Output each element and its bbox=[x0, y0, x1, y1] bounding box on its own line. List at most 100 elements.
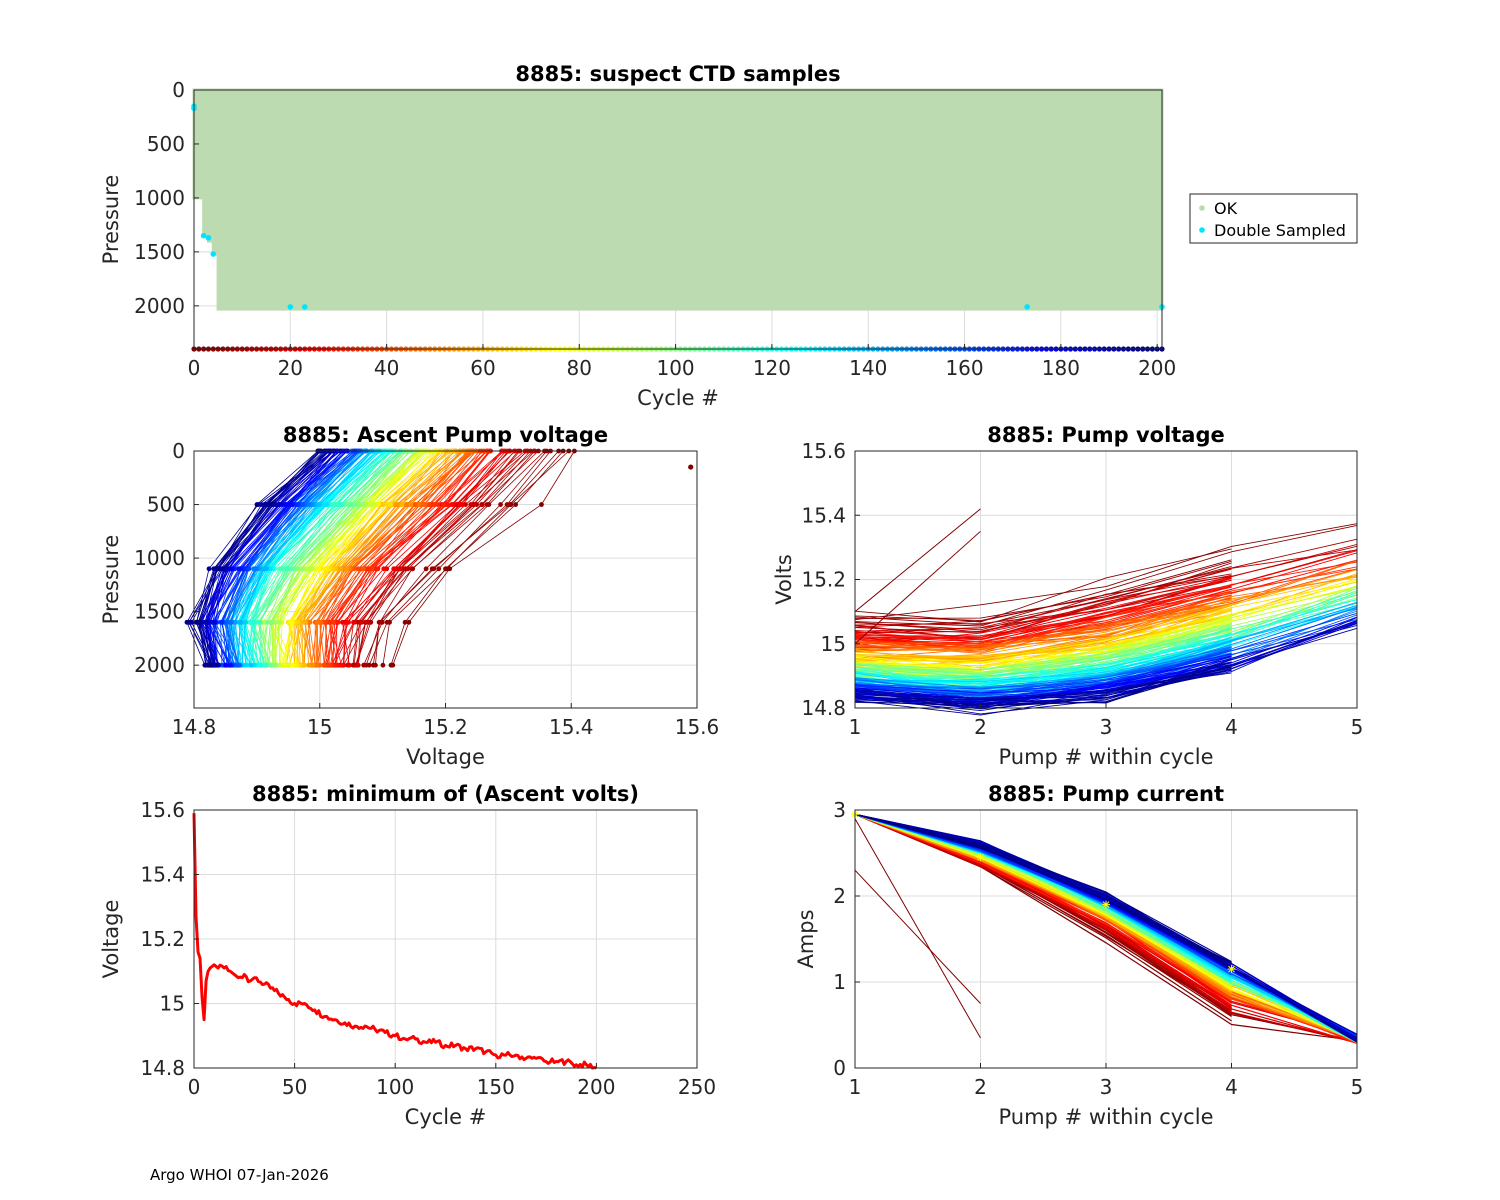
ascent-series-point bbox=[444, 566, 450, 572]
pump-voltage-series-line bbox=[854, 523, 1358, 621]
ascent-series-point bbox=[344, 566, 349, 572]
plot-content bbox=[192, 813, 597, 1070]
ascent-series-point bbox=[223, 619, 229, 625]
plot-content bbox=[854, 508, 1358, 716]
pump-voltage-series-line bbox=[854, 624, 1232, 671]
x-tick-label: 200 bbox=[577, 1075, 615, 1099]
ascent-series-point bbox=[213, 662, 219, 668]
ascent-series-point bbox=[436, 566, 442, 572]
double-sampled-point bbox=[1024, 304, 1030, 310]
y-axis-label: Volts bbox=[772, 554, 796, 605]
ascent-series-point bbox=[449, 502, 455, 507]
ascent-series-point bbox=[444, 502, 450, 507]
ascent-series-point bbox=[310, 502, 315, 507]
ascent-series-point bbox=[339, 662, 344, 668]
ascent-series-point bbox=[288, 619, 294, 625]
pump-voltage-outlier-line bbox=[854, 508, 981, 613]
ascent-series-point bbox=[315, 619, 320, 625]
ascent-series-point bbox=[286, 662, 291, 668]
pump-voltage-series-line bbox=[854, 603, 1232, 650]
ascent-series-point bbox=[302, 662, 307, 668]
pump-voltage-series-line bbox=[854, 581, 1358, 672]
ascent-series-point bbox=[284, 566, 290, 572]
y-tick-label: 14.8 bbox=[801, 696, 846, 720]
ascent-series-point bbox=[388, 502, 393, 507]
ascent-series-point bbox=[432, 502, 437, 507]
ascent-series-point bbox=[252, 566, 258, 572]
ascent-series-point bbox=[348, 502, 353, 507]
y-tick-label: 500 bbox=[147, 493, 185, 517]
ascent-series-point bbox=[219, 619, 225, 625]
pump-voltage-series-line bbox=[854, 579, 1232, 639]
pump-voltage-series-line bbox=[854, 538, 1358, 631]
pump-voltage-series-line bbox=[854, 578, 1232, 646]
ascent-series-point bbox=[335, 619, 341, 625]
legend-ok-marker bbox=[1199, 205, 1205, 211]
pump-voltage-series-line bbox=[854, 560, 1232, 620]
y-tick-label: 0 bbox=[172, 78, 185, 102]
ascent-series-point bbox=[410, 566, 416, 572]
ascent-series-point bbox=[327, 662, 332, 668]
y-tick-label: 500 bbox=[147, 132, 185, 156]
pump-voltage-series-line bbox=[854, 594, 1232, 648]
pump-current-outlier-line bbox=[854, 818, 981, 1039]
y-tick-label: 15.6 bbox=[140, 798, 185, 822]
star-marker bbox=[1227, 965, 1236, 974]
footer-label: Argo WHOI 07-Jan-2026 bbox=[150, 1166, 329, 1184]
x-tick-label: 20 bbox=[278, 356, 303, 380]
x-tick-label: 1 bbox=[849, 715, 862, 739]
ascent-series-point bbox=[351, 662, 357, 668]
x-tick-label: 250 bbox=[678, 1075, 716, 1099]
x-tick-label: 100 bbox=[656, 356, 694, 380]
ascent-series-point bbox=[408, 502, 414, 507]
ascent-series-point bbox=[300, 619, 305, 625]
ascent-series-point bbox=[360, 566, 366, 572]
y-axis-label: Voltage bbox=[99, 900, 123, 979]
x-tick-label: 160 bbox=[945, 356, 983, 380]
ascent-series-point bbox=[273, 619, 279, 625]
x-tick-label: 15 bbox=[307, 715, 332, 739]
y-tick-label: 2000 bbox=[134, 294, 185, 318]
chart-title: 8885: Pump voltage bbox=[987, 423, 1225, 447]
y-axis-label: Amps bbox=[794, 909, 818, 968]
ascent-series-point bbox=[423, 566, 429, 572]
ascent-series-point bbox=[458, 502, 464, 507]
pump-voltage-series-line bbox=[854, 603, 1232, 650]
min-voltage-line bbox=[192, 813, 597, 1070]
x-tick-label: 60 bbox=[470, 356, 495, 380]
ascent-series-point bbox=[184, 619, 190, 625]
ascent-series-point bbox=[380, 502, 386, 507]
ascent-series-point bbox=[328, 502, 334, 507]
chart-title: 8885: Ascent Pump voltage bbox=[283, 423, 608, 447]
ascent-series-point bbox=[402, 619, 408, 625]
x-tick-label: 1 bbox=[849, 1075, 862, 1099]
pump-voltage-series-line bbox=[854, 579, 1232, 626]
y-axis-label: Pressure bbox=[99, 535, 123, 625]
pump-voltage-series-line bbox=[854, 662, 1232, 699]
ascent-series bbox=[195, 448, 321, 668]
pump-current-series-line bbox=[854, 813, 1358, 1042]
pump-current-series-line bbox=[854, 813, 1232, 964]
x-tick-label: 150 bbox=[477, 1075, 515, 1099]
double-sampled-point bbox=[200, 232, 207, 239]
chart-title: 8885: Pump current bbox=[988, 782, 1224, 806]
ascent-series-point bbox=[381, 566, 387, 572]
ascent-series-point bbox=[233, 662, 238, 668]
ascent-series-point bbox=[237, 619, 243, 625]
ascent-series-point bbox=[369, 502, 374, 507]
ascent-series-point bbox=[268, 502, 274, 507]
ascent-series-point bbox=[309, 662, 315, 668]
ascent-series-point bbox=[375, 566, 381, 572]
ascent-series-point bbox=[412, 502, 418, 507]
pump-current-series-line bbox=[854, 813, 1232, 987]
ascent-series-point bbox=[363, 662, 369, 668]
double-sampled-point bbox=[301, 304, 308, 310]
x-tick-label: 2 bbox=[974, 715, 987, 739]
ascent-series-point bbox=[225, 566, 231, 572]
x-tick-label: 15.2 bbox=[423, 715, 468, 739]
axes-frame bbox=[193, 89, 1163, 350]
ascent-series-point bbox=[468, 502, 474, 507]
ascent-series-point bbox=[232, 619, 238, 625]
pump-voltage-series-line bbox=[854, 578, 1358, 663]
